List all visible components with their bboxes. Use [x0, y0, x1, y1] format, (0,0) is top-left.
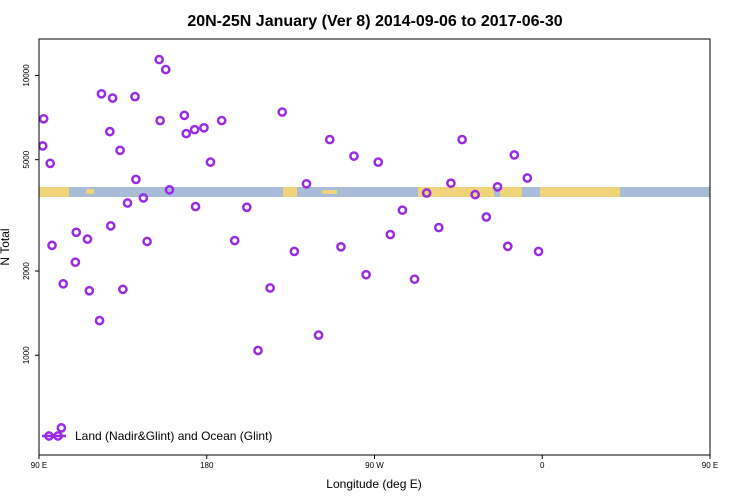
- data-point: [107, 93, 118, 103]
- data-point: [82, 234, 93, 244]
- ocean-band: [39, 187, 710, 197]
- data-point: [39, 141, 48, 151]
- x-tick-label: 90 E: [702, 461, 718, 470]
- data-point: [96, 88, 107, 99]
- data-point: [181, 128, 192, 139]
- y-tick-label: 10000: [22, 64, 31, 87]
- legend-label: Land (Nadir&Glint) and Ocean (Glint): [75, 429, 272, 443]
- land-patch: [86, 189, 94, 194]
- data-point: [373, 157, 384, 167]
- data-point: [179, 110, 190, 121]
- data-point: [131, 174, 141, 185]
- y-tick-label: 2000: [22, 262, 31, 280]
- land-patch: [540, 187, 620, 197]
- data-point: [324, 134, 335, 145]
- x-axis-title: Longitude (deg E): [326, 477, 421, 491]
- data-point: [47, 240, 57, 251]
- data-point: [409, 274, 420, 285]
- data-point: [481, 212, 492, 222]
- land-patch: [322, 190, 337, 194]
- land-patch: [418, 187, 494, 197]
- data-point: [58, 278, 69, 289]
- y-tick-label: 1000: [22, 346, 31, 364]
- map-strip: [39, 187, 710, 197]
- data-point: [199, 122, 209, 133]
- legend-marker: [44, 431, 54, 441]
- y-axis-title: N Total: [0, 228, 12, 265]
- data-point: [502, 241, 513, 252]
- data-point: [56, 423, 67, 433]
- data-point: [94, 315, 105, 326]
- data-point: [84, 285, 95, 296]
- data-point: [457, 134, 467, 145]
- data-point: [509, 150, 520, 160]
- data-point: [349, 151, 359, 161]
- data-point: [421, 188, 432, 198]
- data-point: [154, 54, 165, 65]
- data-point: [492, 181, 503, 192]
- data-point: [301, 178, 312, 189]
- plot-frame: [38, 38, 711, 456]
- x-tick-label: 90 E: [31, 461, 47, 470]
- data-point: [118, 284, 128, 295]
- x-axis: 90 E 180 90 W 0 90 E: [31, 455, 718, 470]
- data-point: [361, 269, 371, 280]
- data-point: [71, 227, 82, 238]
- data-point: [433, 222, 444, 233]
- data-point: [336, 242, 346, 252]
- data-point: [105, 221, 116, 231]
- data-point: [229, 235, 240, 246]
- x-tick-label: 0: [540, 461, 545, 470]
- x-tick-label: 180: [200, 461, 214, 470]
- data-point: [446, 178, 456, 189]
- data-point: [533, 246, 544, 257]
- data-point: [265, 283, 275, 293]
- data-point: [155, 115, 166, 126]
- x-tick-label: 90 W: [365, 461, 384, 470]
- data-point: [138, 193, 149, 203]
- y-axis: 1000 2000 5000 10000: [22, 64, 39, 364]
- data-point: [189, 124, 200, 135]
- data-point: [142, 236, 152, 247]
- data-point: [253, 345, 263, 356]
- data-point: [104, 126, 115, 137]
- data-point: [385, 229, 396, 240]
- land-patch: [500, 187, 522, 197]
- data-point: [397, 205, 408, 216]
- data-point: [313, 330, 324, 340]
- data-point: [205, 157, 216, 167]
- data-point: [289, 246, 300, 257]
- data-point: [522, 173, 533, 183]
- data-point: [190, 201, 201, 212]
- data-point: [45, 158, 56, 169]
- legend-marker: [53, 431, 63, 441]
- data-point: [115, 145, 125, 156]
- data-point: [39, 113, 49, 124]
- data-point: [216, 115, 227, 126]
- data-point: [241, 202, 252, 213]
- data-point: [70, 257, 81, 268]
- data-point: [130, 91, 140, 102]
- legend: Land (Nadir&Glint) and Ocean (Glint): [42, 429, 272, 443]
- data-point: [122, 198, 133, 208]
- chart-title: 20N-25N January (Ver 8) 2014-09-06 to 20…: [187, 13, 562, 30]
- data-points: [39, 54, 544, 433]
- land-patch: [39, 187, 69, 197]
- y-tick-label: 5000: [22, 150, 31, 168]
- data-point: [470, 189, 480, 200]
- data-point: [160, 64, 171, 75]
- data-point: [164, 185, 175, 195]
- data-point: [277, 107, 288, 117]
- land-patch: [283, 187, 297, 197]
